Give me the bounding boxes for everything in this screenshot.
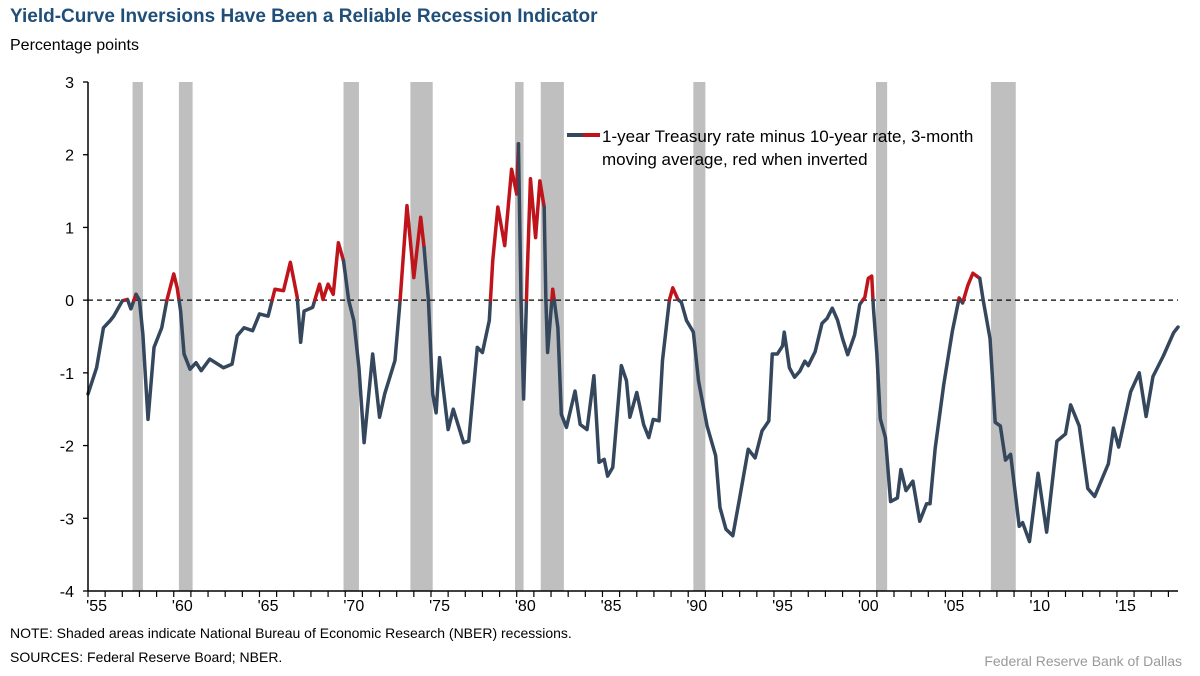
y-tick-label: -2	[60, 439, 74, 456]
series-line	[677, 298, 865, 538]
recession-band	[693, 82, 706, 591]
series-line-inverted	[524, 176, 546, 302]
series-line	[86, 298, 127, 396]
x-tick-label: '85	[601, 598, 622, 615]
recession-band	[876, 82, 888, 591]
x-tick-label: '15	[1115, 598, 1136, 615]
series-line	[552, 298, 672, 478]
series-line-inverted	[961, 271, 982, 302]
y-tick-label: -1	[60, 366, 74, 383]
series-line-inverted	[550, 287, 556, 302]
recession-band	[515, 82, 524, 591]
chart-title: Yield-Curve Inversions Have Been a Relia…	[10, 6, 598, 27]
recession-band	[540, 82, 564, 591]
x-tick-label: '10	[1029, 598, 1050, 615]
legend: 1-year Treasury rate minus 10-year rate,…	[602, 125, 973, 171]
x-tick-label: '00	[858, 598, 879, 615]
y-tick-label: -4	[60, 584, 74, 601]
x-tick-label: '60	[172, 598, 193, 615]
y-tick-label: 0	[65, 293, 74, 310]
series-line-inverted	[270, 260, 300, 302]
series-line	[295, 298, 317, 345]
x-tick-label: '55	[86, 598, 107, 615]
series-line	[177, 298, 274, 373]
recession-band	[990, 82, 1016, 591]
y-axis-label: Percentage points	[10, 37, 139, 54]
series-line-inverted	[313, 240, 346, 302]
x-tick-label: '80	[515, 598, 536, 615]
series-line	[134, 292, 169, 422]
y-tick-label: 2	[65, 148, 74, 165]
series-line	[125, 298, 136, 311]
x-tick-label: '70	[343, 598, 364, 615]
series-line-inverted	[398, 203, 426, 302]
legend-label-line1: 1-year Treasury rate minus 10-year rate,…	[602, 127, 974, 146]
x-tick-label: '65	[258, 598, 279, 615]
y-tick-label: 3	[65, 75, 74, 92]
recession-band	[410, 82, 433, 591]
series-line-inverted	[667, 286, 681, 302]
recession-band	[178, 82, 193, 591]
footnote: NOTE: Shaded areas indicate National Bur…	[10, 625, 572, 641]
series-line	[516, 142, 529, 401]
sources: SOURCES: Federal Reserve Board; NBER.	[10, 649, 283, 665]
recession-band	[343, 82, 359, 591]
x-tick-label: '95	[772, 598, 793, 615]
x-tick-label: '90	[686, 598, 707, 615]
series-line	[978, 276, 1180, 544]
y-tick-label: -3	[60, 511, 74, 528]
recession-band	[132, 82, 143, 591]
x-tick-label: '75	[429, 598, 450, 615]
series-line-inverted	[488, 142, 521, 302]
series-line-inverted	[165, 272, 181, 302]
series-line-inverted	[861, 274, 875, 302]
y-tick-label: 1	[65, 220, 74, 237]
series-line	[542, 205, 554, 355]
series-line	[871, 298, 961, 523]
legend-label-line2: moving average, red when inverted	[602, 150, 868, 169]
series-line	[422, 246, 493, 445]
series-line	[341, 259, 402, 445]
x-tick-label: '05	[944, 598, 965, 615]
credit: Federal Reserve Bank of Dallas	[984, 653, 1182, 669]
